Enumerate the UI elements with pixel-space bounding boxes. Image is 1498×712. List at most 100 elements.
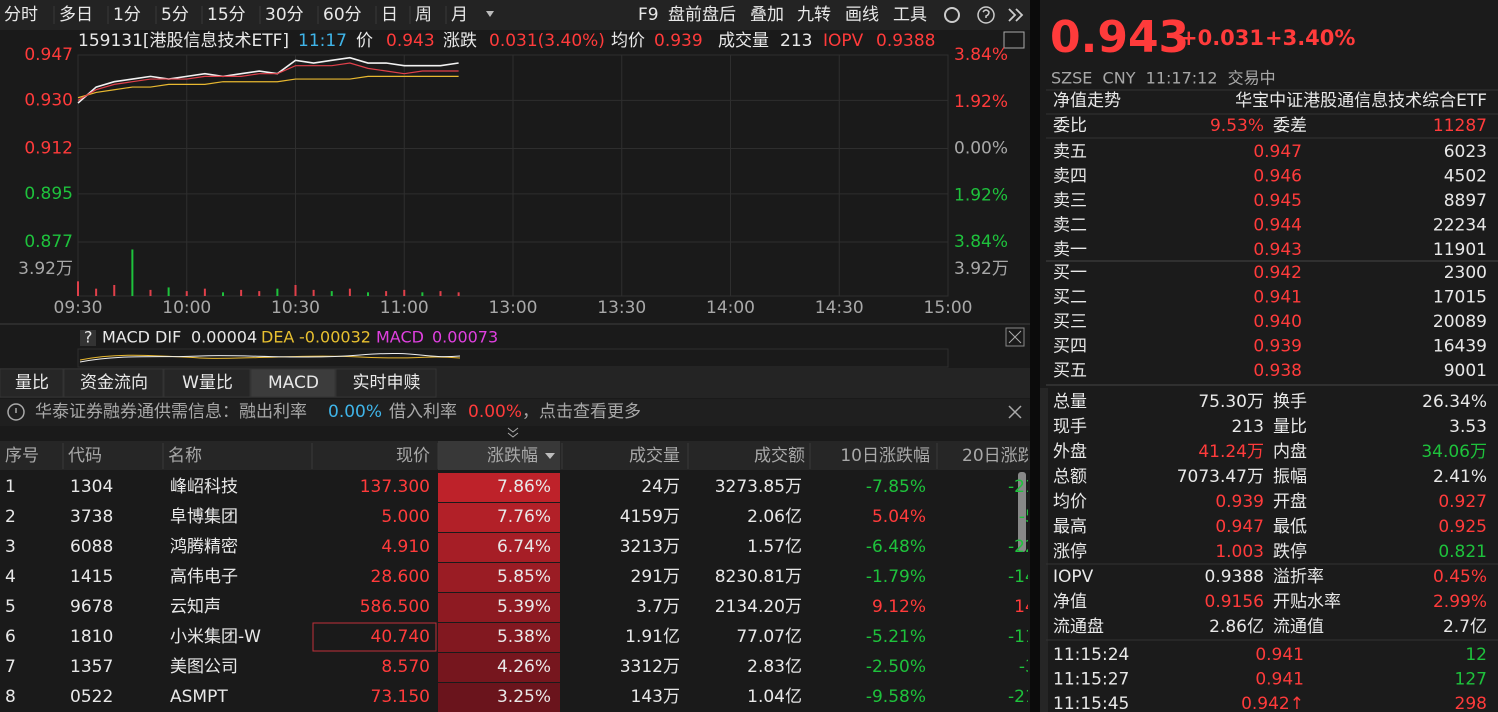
table-header[interactable]: 涨跌幅 [487, 446, 538, 466]
trade-time: 11:15:45 [1053, 694, 1129, 712]
macd-close[interactable] [1005, 327, 1025, 347]
table-cell: 3273.85万 [715, 477, 802, 497]
field-value: 34.06万 [1421, 442, 1487, 462]
field-label: 涨停 [1053, 542, 1087, 562]
table-cell: 291万 [631, 567, 680, 587]
tool-button[interactable]: 九转 [797, 5, 831, 25]
volume-bar [95, 288, 98, 296]
table-header[interactable]: 20日涨跌 [962, 446, 1035, 466]
book-volume: 8897 [1444, 191, 1487, 211]
period-tab[interactable]: 60分 [323, 5, 362, 25]
table-header[interactable]: 成交额 [754, 446, 805, 466]
table-cell: 9678 [70, 597, 113, 617]
macd-dif-label: MACD DIF [102, 328, 181, 347]
tool-button[interactable]: 工具 [893, 5, 927, 25]
period-tab[interactable]: 月 [451, 5, 468, 25]
notice-lend-rate[interactable]: 0.00% [328, 402, 382, 422]
indicator-tab[interactable]: 资金流向 [80, 373, 148, 393]
table-cell: -1.79% [866, 567, 926, 587]
macd-dea-label: DEA [261, 328, 294, 347]
table-header[interactable]: 代码 [68, 446, 102, 466]
table-header[interactable]: 成交量 [629, 446, 680, 466]
table-cell: 2.83亿 [747, 657, 802, 677]
table-cell: 1810 [70, 627, 113, 647]
table-cell: 8 [5, 687, 16, 707]
notice-more[interactable]: ，点击查看更多 [522, 402, 641, 422]
book-label: 买四 [1053, 337, 1087, 357]
x-tick-label: 09:30 [54, 298, 103, 318]
table-cell: -5.8 [1019, 507, 1052, 527]
table-cell: 云知声 [170, 597, 221, 617]
table-cell: 6.74% [497, 537, 551, 557]
indicator-tab[interactable]: 量比 [15, 373, 49, 393]
settings-icon[interactable] [944, 7, 960, 23]
indicator-tab[interactable]: MACD [268, 373, 319, 393]
expand-icon[interactable] [1008, 8, 1024, 22]
field-value: 26.34% [1422, 392, 1487, 412]
nav-trend[interactable]: 净值走势 [1053, 91, 1121, 111]
table-header[interactable]: 现价 [396, 446, 430, 466]
x-tick-label: 11:00 [380, 298, 429, 318]
period-tab[interactable]: 分时 [4, 5, 38, 25]
field-label: 内盘 [1273, 442, 1307, 462]
volume-bar [258, 291, 261, 296]
table-cell: 40.740 [371, 627, 430, 647]
tool-button[interactable]: 盘前盘后 [668, 5, 736, 25]
indicator-tab[interactable]: W量比 [182, 373, 233, 393]
table-header[interactable]: 序号 [5, 446, 39, 466]
field-value: 7073.47万 [1177, 467, 1264, 487]
tool-button[interactable]: F9 [638, 5, 659, 25]
period-tab[interactable]: 30分 [265, 5, 304, 25]
table-cell: 1304 [70, 477, 113, 497]
volume-tick-label: 3.92万 [954, 259, 1009, 279]
tool-button[interactable]: 叠加 [750, 5, 784, 25]
period-tab[interactable]: 多日 [59, 5, 93, 25]
volume-bar [131, 249, 134, 296]
book-price: 0.941 [1253, 288, 1302, 308]
macd-dif: 0.00004 [191, 328, 257, 347]
trade-price: 0.942↑ [1241, 694, 1304, 712]
quote-header-price: 0.943 [386, 31, 435, 51]
field-label: 振幅 [1273, 467, 1307, 487]
table-cell: 8.570 [381, 657, 430, 677]
quote-header-iopv-label: IOPV [823, 31, 864, 51]
period-tab[interactable]: 日 [381, 5, 398, 25]
notice-borrow-rate[interactable]: 0.00% [468, 402, 522, 422]
table-cell: 8230.81万 [715, 567, 802, 587]
table-header[interactable]: 10日涨跌幅 [840, 446, 930, 466]
table-cell: 美图公司 [170, 657, 238, 677]
table-cell: 3738 [70, 507, 113, 527]
field-value: 0.45% [1433, 567, 1487, 587]
volume-bar [276, 288, 279, 296]
table-cell: 峰岹科技 [170, 477, 238, 497]
y-tick-label: 0.930 [24, 90, 73, 110]
tool-button[interactable]: 画线 [845, 5, 879, 25]
quote-header-volume-label: 成交量 [718, 31, 769, 51]
dropdown-icon[interactable] [486, 11, 494, 17]
trade-price: 0.941 [1255, 645, 1304, 665]
volume-bar [240, 289, 243, 296]
collapse-icon[interactable] [507, 427, 519, 438]
quote-panel-bg [1040, 0, 1498, 712]
y2-tick-label: 1.92% [954, 92, 1008, 112]
period-tab[interactable]: 5分 [161, 5, 189, 25]
field-label: 净值 [1053, 592, 1087, 612]
period-tab[interactable]: 1分 [113, 5, 141, 25]
table-cell: 73.150 [371, 687, 430, 707]
wp-icon[interactable] [1003, 31, 1025, 49]
period-tab[interactable]: 周 [415, 5, 432, 25]
indicator-tab[interactable]: 实时申赎 [353, 373, 421, 393]
book-volume: 16439 [1433, 337, 1487, 357]
table-cell: 4.26% [497, 657, 551, 677]
trade-time: 11:15:27 [1053, 670, 1129, 690]
macd-help-bg[interactable] [80, 330, 96, 346]
notice-close[interactable] [1008, 405, 1022, 419]
notice-borrow-label[interactable]: 借入利率 [389, 402, 457, 422]
table-header[interactable]: 名称 [168, 446, 202, 466]
notice-text[interactable]: 华泰证券融券通供需信息：融出利率 [35, 402, 307, 422]
x-tick-label: 13:30 [597, 298, 646, 318]
trade-volume: 127 [1455, 670, 1487, 690]
help-icon[interactable] [977, 6, 995, 24]
period-tab[interactable]: 15分 [207, 5, 246, 25]
book-label: 卖三 [1053, 191, 1087, 211]
